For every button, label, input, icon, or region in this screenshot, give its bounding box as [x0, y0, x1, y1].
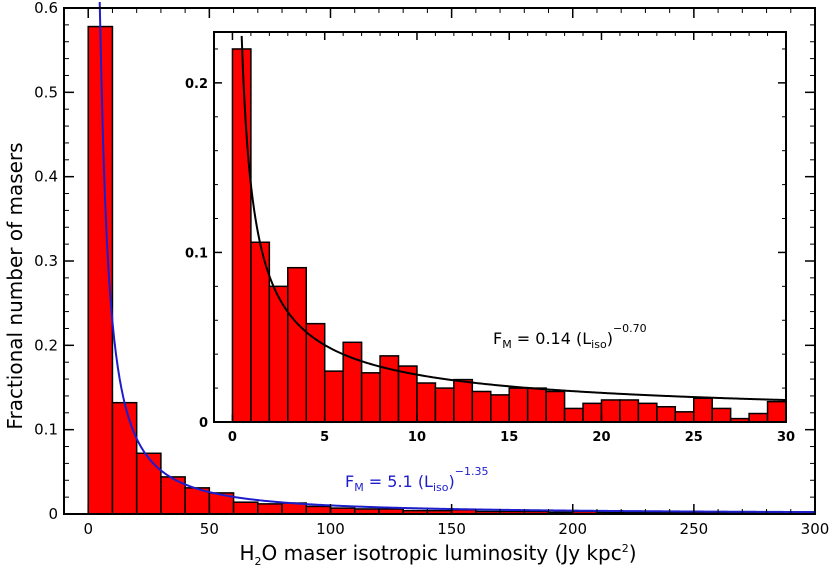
y-tick-label: 0	[199, 416, 208, 431]
formula-part: F	[493, 329, 502, 348]
inset-bar	[545, 390, 566, 423]
formula-part: = 5.1 (L	[364, 472, 433, 491]
formula-part: F	[345, 472, 354, 491]
x-tick-label: 150	[437, 520, 466, 538]
inset-fit-curve	[240, 35, 787, 402]
main-bar	[232, 501, 259, 515]
y-tick-label: 0.3	[34, 252, 58, 270]
inset-bar	[637, 402, 658, 423]
inset-fit-formula: FM = 0.14 (Liso)−0.70	[493, 322, 647, 351]
y-tick-label: 0.6	[34, 0, 58, 17]
formula-sup: −0.70	[613, 322, 647, 335]
x-tick-label: 300	[801, 520, 830, 538]
x-tick-label: 0	[228, 430, 237, 445]
inset-ticks: 0 5 10 15 20 25 30 0 0.1 0.2	[185, 32, 795, 445]
main-bar	[305, 505, 332, 515]
x-axis-title-part: )	[629, 541, 637, 565]
x-tick-label: 250	[680, 520, 709, 538]
x-tick-label: 10	[408, 430, 426, 445]
x-tick-label: 5	[320, 430, 329, 445]
inset-bar	[711, 407, 732, 423]
inset-bar	[434, 387, 455, 423]
main-fit-curve	[98, 1, 815, 514]
x-tick-label: 15	[500, 430, 518, 445]
x-tick-label: 20	[592, 430, 610, 445]
inset-bar	[231, 48, 252, 423]
inset-bar	[526, 387, 547, 423]
inset-bar	[674, 411, 695, 423]
main-fit-formula: FM = 5.1 (Liso)−1.35	[345, 465, 488, 494]
inset-bar	[453, 378, 474, 423]
formula-sub: iso	[433, 481, 449, 494]
main-bar	[257, 503, 283, 515]
inset-bar	[508, 387, 529, 423]
inset-bar	[360, 372, 381, 423]
x-axis-title-sub: 2	[255, 555, 262, 568]
x-tick-label: 25	[685, 430, 703, 445]
formula-sub: iso	[591, 338, 607, 351]
y-tick-label: 0.2	[34, 336, 58, 354]
x-tick-label: 100	[316, 520, 345, 538]
inset-bar	[766, 400, 787, 423]
x-axis-title-part: O maser isotropic luminosity (Jy kpc	[262, 541, 622, 565]
y-tick-label: 0.2	[185, 77, 208, 92]
inset-bar	[600, 399, 621, 423]
formula-sub: M	[354, 481, 364, 494]
y-tick-label: 0.1	[185, 246, 208, 261]
inset-bar	[582, 402, 603, 423]
x-axis-title-sup: 2	[622, 542, 629, 555]
y-axis-title: Fractional number of masers	[3, 142, 27, 429]
y-tick-label: 0	[48, 505, 58, 523]
inset-bar	[656, 405, 677, 423]
x-tick-label: 0	[83, 520, 93, 538]
y-tick-label: 0.5	[34, 83, 58, 101]
inset-bar	[471, 390, 492, 423]
formula-part: = 0.14 (L	[512, 329, 592, 348]
inset-bar	[490, 394, 510, 423]
inset-bar	[692, 397, 713, 423]
inset-bar	[563, 407, 584, 423]
inset-bar	[287, 266, 308, 423]
x-tick-label: 200	[558, 520, 587, 538]
y-tick-label: 0.4	[34, 168, 58, 186]
x-axis-title: H2O maser isotropic luminosity (Jy kpc2)	[239, 541, 636, 568]
formula-sub: M	[502, 338, 512, 351]
inset-bar	[748, 412, 769, 423]
main-bars	[87, 25, 816, 515]
main-bar	[111, 401, 138, 515]
formula-part: )	[449, 472, 455, 491]
inset-bar	[416, 382, 437, 423]
x-tick-label: 30	[777, 430, 795, 445]
main-bar	[135, 452, 162, 515]
inset-bar	[323, 370, 344, 423]
inset-bar	[619, 399, 640, 423]
x-axis-title-part: H	[239, 541, 254, 565]
formula-sup: −1.35	[455, 465, 489, 478]
inset-bar	[379, 355, 400, 423]
inset-bar	[342, 341, 363, 423]
x-tick-label: 50	[200, 520, 219, 538]
y-tick-label: 0.1	[34, 421, 58, 439]
formula-part: )	[607, 329, 613, 348]
inset-plot-frame	[213, 31, 787, 423]
